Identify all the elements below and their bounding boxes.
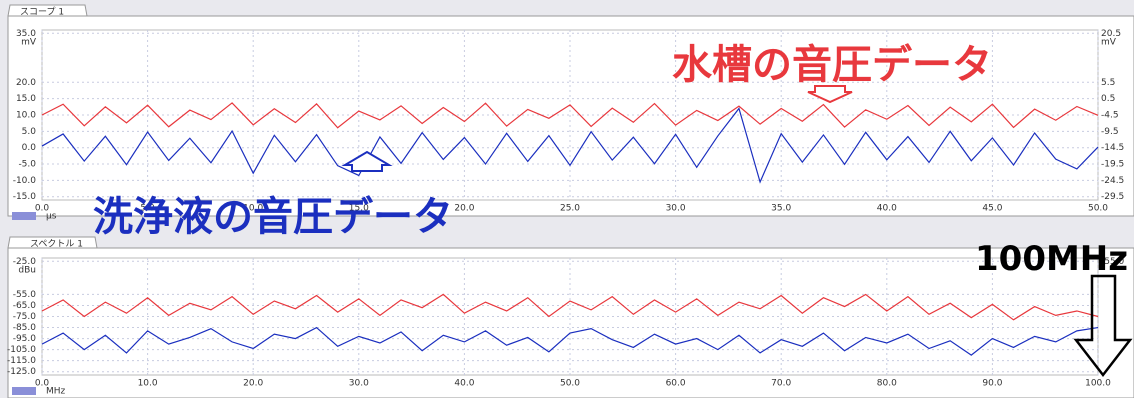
- y2-tick-label: -29.5: [1101, 192, 1124, 202]
- x-scale-badge: [12, 387, 36, 395]
- y-tick-label: -15.0: [13, 192, 37, 202]
- x-tick-label: 0.0: [35, 204, 50, 214]
- y-unit: dBu: [18, 266, 36, 276]
- x-tick-label: 90.0: [982, 379, 1002, 389]
- tab-label[interactable]: スペクトル 1: [30, 239, 83, 250]
- y-tick-label: 10.0: [16, 111, 36, 121]
- x-tick-label: 80.0: [877, 379, 897, 389]
- signal-line: [41, 293, 1099, 321]
- y-tick-label: -105.0: [7, 345, 36, 355]
- tab[interactable]: [7, 236, 98, 249]
- tab-label[interactable]: スコープ 1: [20, 7, 64, 18]
- signal-line: [41, 107, 1099, 184]
- x-tick-label: 25.0: [560, 204, 580, 214]
- plot-area: [41, 257, 1099, 376]
- y2-tick-label: -19.5: [1101, 160, 1124, 170]
- tab[interactable]: [7, 4, 88, 17]
- y-tick-label: -10.0: [13, 176, 37, 186]
- signal-line: [41, 326, 1099, 356]
- x-tick-label: 50.0: [1088, 204, 1108, 214]
- annotation: 洗浄液の音圧データ: [93, 194, 453, 240]
- x-unit: MHz: [46, 387, 66, 397]
- y2-tick-label: -24.5: [1101, 176, 1124, 186]
- y-tick-label: 35.0: [16, 29, 36, 39]
- tab-bar: [8, 10, 1134, 16]
- x-tick-label: 70.0: [771, 379, 791, 389]
- y-tick-label: -125.0: [7, 367, 36, 377]
- x-unit: μs: [46, 212, 57, 222]
- signal-line: [41, 102, 1099, 129]
- x-tick-label: 20.0: [243, 379, 263, 389]
- y2-tick-label: -55.0: [1101, 257, 1125, 267]
- y-tick-label: -25.0: [13, 257, 37, 267]
- x-tick-label: 40.0: [877, 204, 897, 214]
- x-tick-label: 15.0: [349, 204, 369, 214]
- x-tick-label: 60.0: [666, 379, 686, 389]
- x-tick-label: 35.0: [771, 204, 791, 214]
- x-tick-label: 45.0: [982, 204, 1002, 214]
- x-tick-label: 0.0: [35, 379, 50, 389]
- x-tick-label: 10.0: [243, 204, 263, 214]
- arrow: [1073, 274, 1133, 378]
- y-tick-label: 15.0: [16, 94, 36, 104]
- y2-tick-label: 20.5: [1101, 29, 1121, 39]
- x-tick-label: 100.0: [1085, 379, 1111, 389]
- y2-tick-label: -14.5: [1101, 143, 1124, 153]
- x-tick-label: 50.0: [560, 379, 580, 389]
- x-tick-label: 30.0: [666, 204, 686, 214]
- annotation: 水槽の音圧データ: [672, 42, 992, 88]
- arrow: [341, 150, 393, 172]
- x-tick-label: 5.0: [140, 204, 155, 214]
- y2-tick-label: -4.5: [1101, 111, 1119, 121]
- y2-tick-label: -9.5: [1101, 127, 1119, 137]
- annotation: 100MHz: [975, 239, 1128, 279]
- y-tick-label: -115.0: [7, 356, 36, 366]
- y-tick-label: -85.0: [13, 323, 37, 333]
- x-tick-label: 40.0: [454, 379, 474, 389]
- x-scale-badge: [12, 212, 36, 220]
- y-unit: mV: [21, 38, 37, 48]
- arrow: [807, 85, 853, 104]
- x-tick-label: 20.0: [454, 204, 474, 214]
- y2-tick-label: 0.5: [1101, 94, 1115, 104]
- x-tick-label: 10.0: [138, 379, 158, 389]
- y-tick-label: -5.0: [18, 160, 36, 170]
- y-tick-label: 0.0: [22, 143, 37, 153]
- y-tick-label: -55.0: [13, 290, 37, 300]
- y-tick-label: -75.0: [13, 312, 37, 322]
- y-tick-label: 5.0: [22, 127, 37, 137]
- y2-unit: mV: [1101, 38, 1117, 48]
- x-tick-label: 30.0: [349, 379, 369, 389]
- y2-tick-label: 5.5: [1101, 78, 1115, 88]
- y-tick-label: -65.0: [13, 301, 37, 311]
- y-tick-label: 20.0: [16, 78, 36, 88]
- y-tick-label: -95.0: [13, 334, 37, 344]
